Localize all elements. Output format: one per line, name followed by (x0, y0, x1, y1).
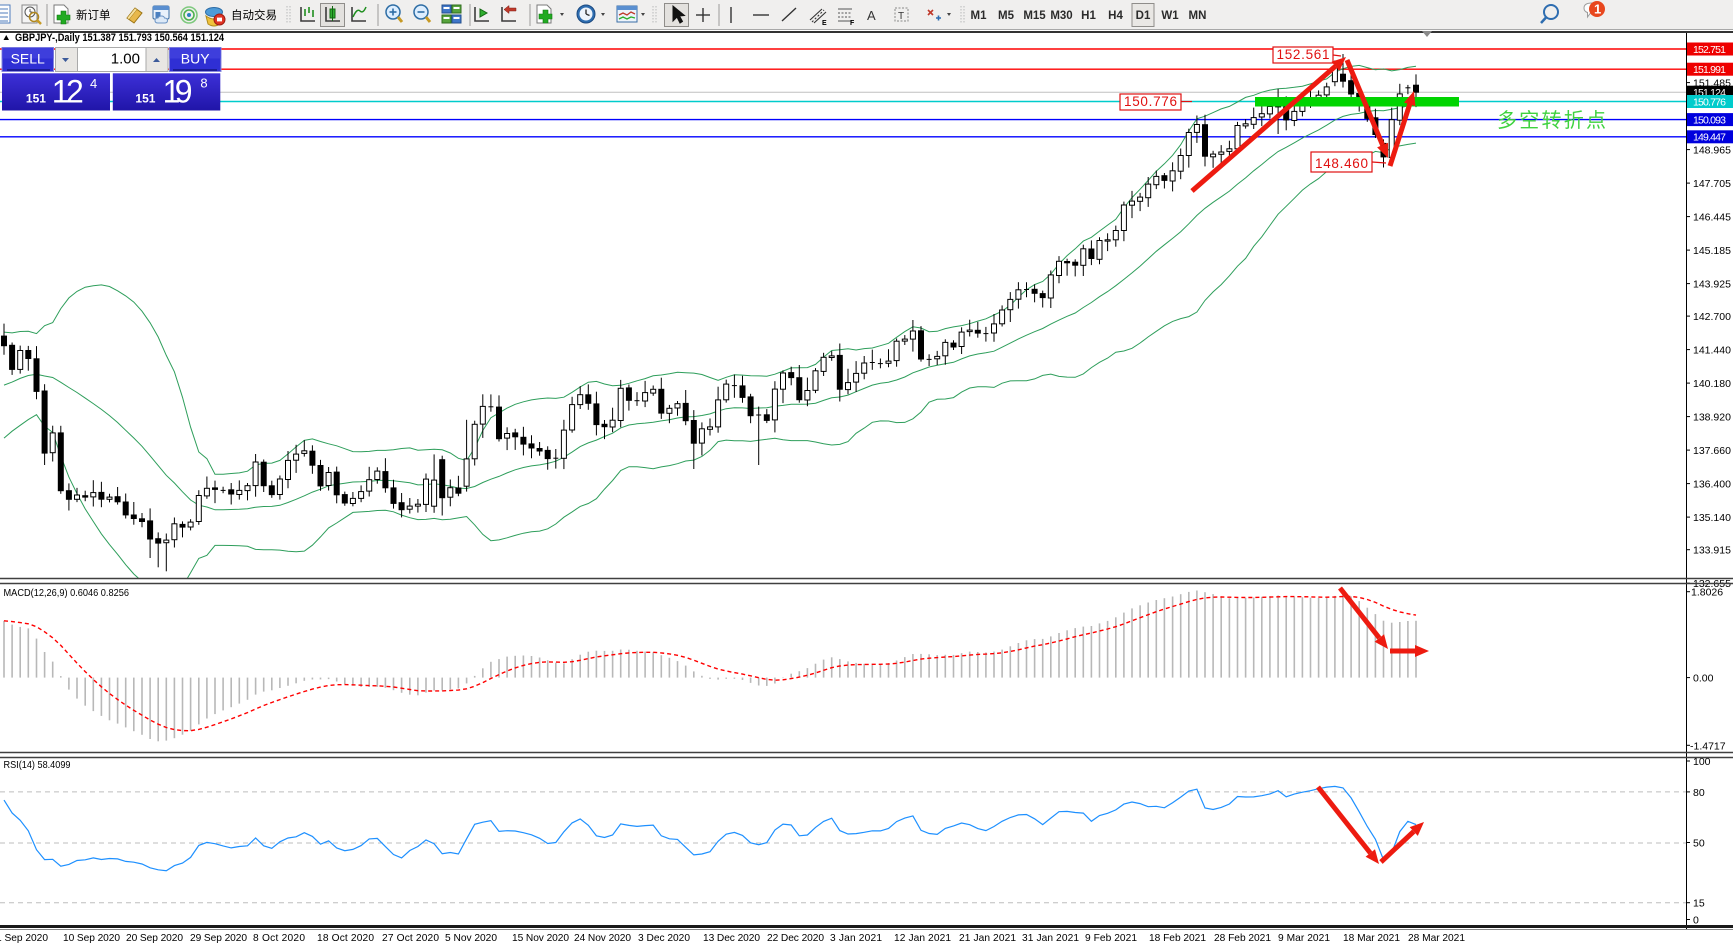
svg-text:M1: M1 (971, 10, 988, 22)
svg-text:136.400: 136.400 (1693, 478, 1731, 490)
svg-text:138.920: 138.920 (1693, 411, 1731, 423)
svg-text:0.00: 0.00 (1693, 673, 1714, 685)
svg-text:31 Jan 2021: 31 Jan 2021 (1022, 933, 1079, 944)
svg-text:MN: MN (1189, 10, 1207, 22)
svg-text:MACD(12,26,9) 0.6046 0.8256: MACD(12,26,9) 0.6046 0.8256 (4, 587, 130, 599)
svg-text:1.8026: 1.8026 (1691, 587, 1723, 599)
svg-text:19: 19 (163, 74, 193, 110)
svg-text:3 Jan 2021: 3 Jan 2021 (830, 933, 882, 944)
svg-text:152.561: 152.561 (1277, 47, 1330, 62)
svg-text:20 Sep 2020: 20 Sep 2020 (126, 933, 183, 944)
svg-text:12: 12 (52, 74, 84, 110)
svg-text:141.440: 141.440 (1693, 344, 1731, 356)
svg-text:50: 50 (1693, 838, 1705, 850)
svg-text:145.185: 145.185 (1693, 245, 1731, 257)
svg-text:M30: M30 (1050, 10, 1072, 22)
svg-text:0: 0 (1693, 915, 1699, 927)
svg-text:SELL: SELL (11, 51, 45, 67)
svg-text:W1: W1 (1161, 10, 1179, 22)
svg-text:149.447: 149.447 (1693, 132, 1726, 144)
svg-text:H4: H4 (1108, 10, 1123, 22)
svg-text:135.140: 135.140 (1693, 512, 1731, 524)
svg-text:150.776: 150.776 (1124, 94, 1177, 109)
svg-text:GBPJPY-,Daily 151.387 151.793: GBPJPY-,Daily 151.387 151.793 150.564 15… (15, 32, 225, 44)
svg-text:BUY: BUY (181, 51, 210, 67)
svg-text:147.705: 147.705 (1693, 178, 1731, 190)
svg-text:M5: M5 (998, 10, 1015, 22)
svg-text:148.965: 148.965 (1693, 144, 1731, 156)
svg-text:9 Mar 2021: 9 Mar 2021 (1278, 933, 1330, 944)
svg-text:100: 100 (1693, 756, 1711, 768)
svg-text:80: 80 (1693, 787, 1705, 799)
svg-text:12 Jan 2021: 12 Jan 2021 (894, 933, 951, 944)
svg-text:137.660: 137.660 (1693, 445, 1731, 457)
svg-text:-1.4717: -1.4717 (1690, 740, 1726, 752)
svg-text:E: E (822, 20, 827, 27)
svg-text:F: F (850, 20, 855, 27)
svg-text:133.915: 133.915 (1693, 545, 1731, 557)
svg-text:142.700: 142.700 (1693, 311, 1731, 323)
svg-text:M15: M15 (1023, 10, 1046, 22)
svg-text:13 Dec 2020: 13 Dec 2020 (703, 933, 760, 944)
svg-text:28 Feb 2021: 28 Feb 2021 (1214, 933, 1271, 944)
svg-text:4: 4 (90, 76, 97, 91)
svg-text:8: 8 (200, 76, 207, 91)
svg-text:RSI(14) 58.4099: RSI(14) 58.4099 (4, 759, 71, 771)
svg-text:5 Nov 2020: 5 Nov 2020 (445, 933, 497, 944)
svg-text:15 Nov 2020: 15 Nov 2020 (512, 933, 569, 944)
svg-text:24 Nov 2020: 24 Nov 2020 (574, 933, 631, 944)
svg-text:3 Dec 2020: 3 Dec 2020 (638, 933, 690, 944)
svg-text:29 Sep 2020: 29 Sep 2020 (190, 933, 247, 944)
svg-text:140.180: 140.180 (1693, 378, 1731, 390)
svg-text:151: 151 (135, 92, 155, 106)
svg-text:152.751: 152.751 (1693, 44, 1726, 56)
svg-text:1 Sep 2020: 1 Sep 2020 (0, 933, 48, 944)
svg-text:18 Mar 2021: 18 Mar 2021 (1343, 933, 1400, 944)
svg-text:150.776: 150.776 (1693, 96, 1726, 108)
svg-text:143.925: 143.925 (1693, 278, 1731, 290)
svg-text:9 Feb 2021: 9 Feb 2021 (1085, 933, 1137, 944)
svg-text:自动交易: 自动交易 (231, 8, 277, 22)
svg-text:1.00: 1.00 (111, 51, 140, 68)
svg-text:15: 15 (1693, 898, 1705, 910)
svg-text:146.445: 146.445 (1693, 211, 1731, 223)
svg-text:28 Mar 2021: 28 Mar 2021 (1408, 933, 1465, 944)
svg-text:150.093: 150.093 (1693, 114, 1726, 126)
svg-text:T: T (898, 11, 904, 22)
svg-text:27 Oct 2020: 27 Oct 2020 (382, 933, 439, 944)
svg-text:151.991: 151.991 (1693, 64, 1726, 76)
svg-text:18 Feb 2021: 18 Feb 2021 (1149, 933, 1206, 944)
svg-text:多空转折点: 多空转折点 (1497, 109, 1606, 132)
svg-text:148.460: 148.460 (1315, 156, 1368, 171)
svg-text:151: 151 (26, 92, 46, 106)
svg-text:8 Oct 2020: 8 Oct 2020 (253, 933, 305, 944)
svg-text:10 Sep 2020: 10 Sep 2020 (63, 933, 120, 944)
svg-text:新订单: 新订单 (76, 8, 111, 22)
svg-text:21 Jan 2021: 21 Jan 2021 (959, 933, 1016, 944)
svg-text:1: 1 (1594, 2, 1601, 17)
svg-text:D1: D1 (1136, 10, 1151, 22)
svg-text:18 Oct 2020: 18 Oct 2020 (317, 933, 374, 944)
svg-text:A: A (867, 8, 876, 23)
svg-text:H1: H1 (1081, 10, 1096, 22)
svg-text:22 Dec 2020: 22 Dec 2020 (767, 933, 824, 944)
